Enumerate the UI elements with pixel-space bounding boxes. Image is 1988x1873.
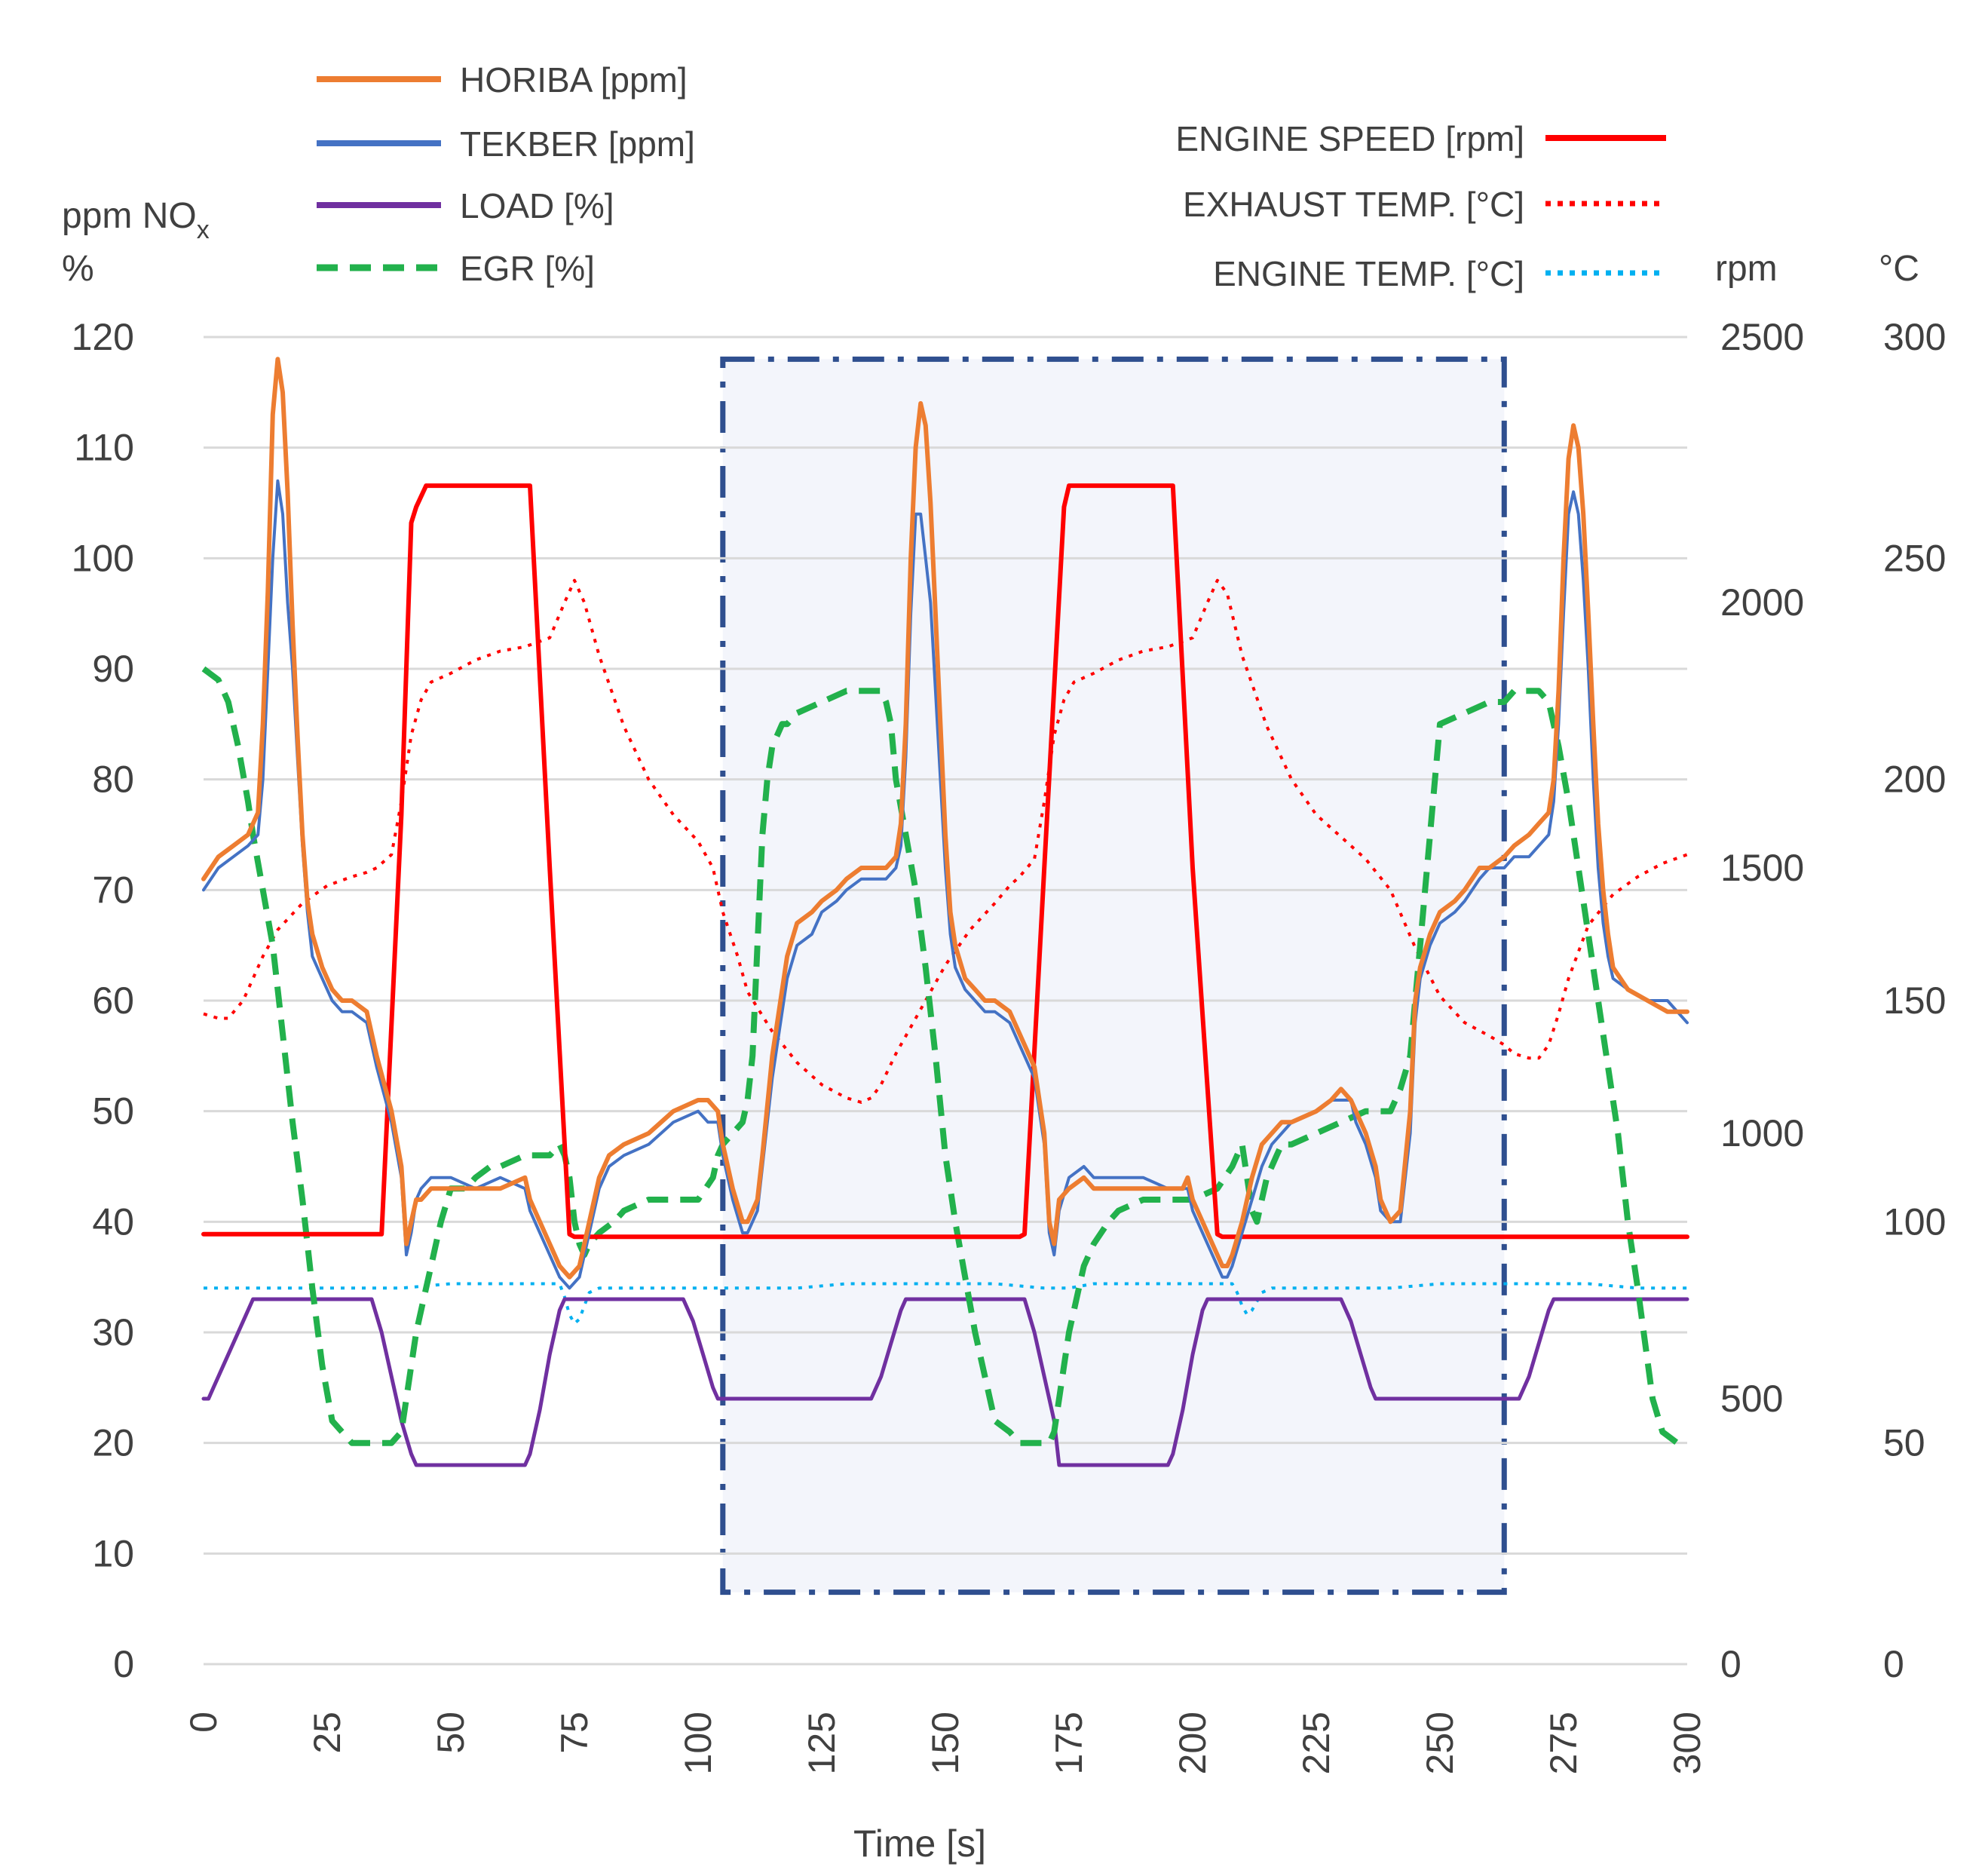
rpm-tick-1000: 1000 xyxy=(1720,1112,1804,1154)
x-tick-275: 275 xyxy=(1542,1712,1585,1774)
highlight-window xyxy=(720,356,1507,1596)
temp-tick-0: 0 xyxy=(1883,1643,1904,1685)
x-tick-100: 100 xyxy=(677,1712,719,1774)
left-tick-0: 0 xyxy=(113,1643,134,1685)
temp-tick-100: 100 xyxy=(1883,1200,1946,1243)
left-tick-100: 100 xyxy=(72,537,134,579)
temp-axis-label: °C xyxy=(1879,249,1919,289)
x-tick-225: 225 xyxy=(1295,1712,1337,1774)
left-tick-50: 50 xyxy=(92,1090,134,1133)
left-axis-label-sub: x xyxy=(197,216,210,244)
legend-label-egr: EGR [%] xyxy=(460,249,595,288)
temp-tick-300: 300 xyxy=(1883,316,1946,358)
x-tick-200: 200 xyxy=(1172,1712,1214,1774)
rpm-axis-ticks: 0 500 1000 1500 2000 2500 xyxy=(1720,316,1804,1685)
x-tick-75: 75 xyxy=(553,1712,596,1754)
x-tick-125: 125 xyxy=(801,1712,843,1774)
legend-label-load: LOAD [%] xyxy=(460,186,614,225)
temp-axis-ticks: 0 50 100 150 200 250 300 xyxy=(1883,316,1946,1685)
x-tick-150: 150 xyxy=(924,1712,966,1774)
left-tick-40: 40 xyxy=(92,1200,134,1243)
left-axis-label: ppm NOx xyxy=(62,196,210,244)
temp-tick-250: 250 xyxy=(1883,537,1946,579)
left-axis-ticks: 0 10 20 30 40 50 60 70 80 90 100 110 120 xyxy=(72,316,134,1685)
left-tick-90: 90 xyxy=(92,648,134,690)
x-tick-250: 250 xyxy=(1419,1712,1461,1774)
left-tick-120: 120 xyxy=(72,316,134,358)
left-tick-30: 30 xyxy=(92,1311,134,1353)
left-axis-label-percent: % xyxy=(62,249,94,289)
left-tick-60: 60 xyxy=(92,979,134,1022)
legend-left: HORIBA [ppm] TEKBER [ppm] LOAD [%] EGR [%] xyxy=(317,60,695,288)
legend-label-tekber-ppm: TEKBER [ppm] xyxy=(460,124,695,164)
x-tick-0: 0 xyxy=(182,1712,225,1733)
x-axis-ticks: 0 25 50 75 100 125 150 175 200 225 250 275 300 xyxy=(182,1712,1708,1774)
series-layer xyxy=(201,357,1689,1467)
temp-tick-200: 200 xyxy=(1883,759,1946,801)
legend-label-exhaust-temp-c: EXHAUST TEMP. [°C] xyxy=(1183,185,1524,224)
rpm-tick-1500: 1500 xyxy=(1720,847,1804,889)
temp-tick-50: 50 xyxy=(1883,1422,1925,1464)
left-tick-70: 70 xyxy=(92,869,134,911)
rpm-axis-label: rpm xyxy=(1715,249,1778,289)
series-horiba-ppm xyxy=(201,357,1689,1280)
left-axis-label-main: ppm NO xyxy=(62,196,197,236)
legend-label-engine-speed-rpm: ENGINE SPEED [rpm] xyxy=(1175,119,1524,158)
legend-label-engine-temp-c: ENGINE TEMP. [°C] xyxy=(1213,254,1524,293)
rpm-tick-0: 0 xyxy=(1720,1643,1741,1685)
temp-tick-150: 150 xyxy=(1883,979,1946,1022)
rpm-tick-500: 500 xyxy=(1720,1378,1783,1420)
x-axis-label: Time [s] xyxy=(853,1822,986,1865)
legend-label-horiba-ppm: HORIBA [ppm] xyxy=(460,60,688,100)
series-engine-speed-rpm xyxy=(201,483,1689,1240)
rpm-tick-2500: 2500 xyxy=(1720,316,1804,358)
left-tick-20: 20 xyxy=(92,1422,134,1464)
x-tick-300: 300 xyxy=(1666,1712,1708,1774)
series-engine-temp-c xyxy=(204,1282,1687,1326)
gridlines xyxy=(204,336,1687,1666)
x-tick-25: 25 xyxy=(306,1712,348,1754)
series-exhaust-temp-c xyxy=(203,578,1688,1104)
left-tick-10: 10 xyxy=(92,1532,134,1574)
x-tick-175: 175 xyxy=(1048,1712,1090,1774)
x-tick-50: 50 xyxy=(430,1712,472,1754)
left-tick-110: 110 xyxy=(74,427,134,469)
left-tick-80: 80 xyxy=(92,759,134,801)
series-load xyxy=(201,1297,1689,1467)
rpm-tick-2000: 2000 xyxy=(1720,581,1804,624)
legend-right: ENGINE SPEED [rpm] EXHAUST TEMP. [°C] ENGI… xyxy=(1175,119,1666,293)
